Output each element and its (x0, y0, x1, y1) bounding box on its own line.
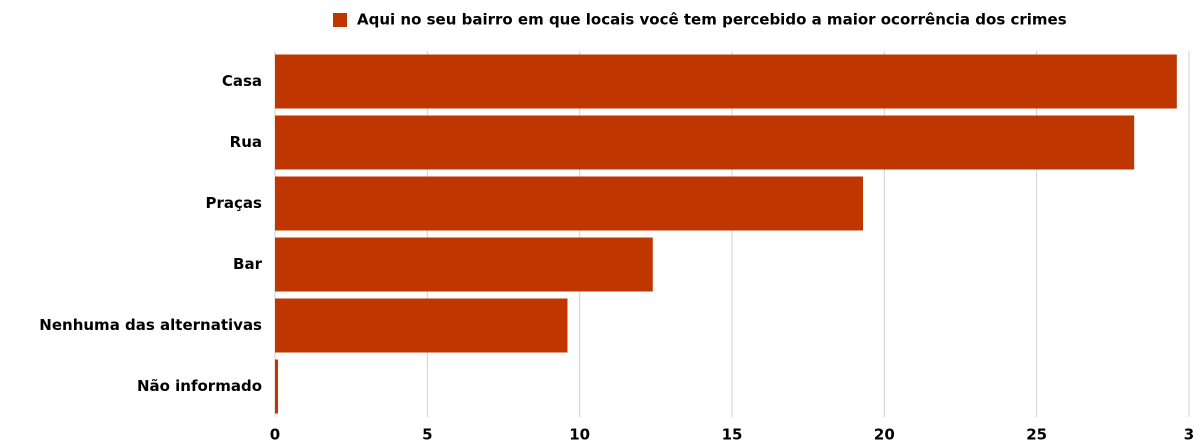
y-tick-label: Bar (233, 255, 263, 273)
y-tick-label: Nenhuma das alternativas (39, 316, 262, 334)
x-tick-label: 0 (270, 426, 280, 444)
y-tick-label: Praças (206, 194, 263, 212)
x-tick-label: 10 (569, 426, 590, 444)
y-tick-label: Rua (230, 133, 262, 151)
y-tick-label: Casa (222, 72, 262, 90)
x-tick-label: 3 (1184, 426, 1194, 444)
y-tick-label: Não informado (137, 377, 262, 395)
bar (275, 115, 1135, 170)
bar (275, 298, 568, 353)
bar (275, 359, 279, 414)
x-tick-label: 5 (422, 426, 432, 444)
bar (275, 237, 653, 292)
legend-swatch (333, 13, 347, 27)
legend-label: Aqui no seu bairro em que locais você te… (357, 11, 1067, 29)
x-tick-label: 25 (1026, 426, 1047, 444)
x-tick-label: 15 (722, 426, 743, 444)
bar (275, 176, 864, 231)
bar (275, 54, 1177, 109)
x-tick-label: 20 (874, 426, 895, 444)
